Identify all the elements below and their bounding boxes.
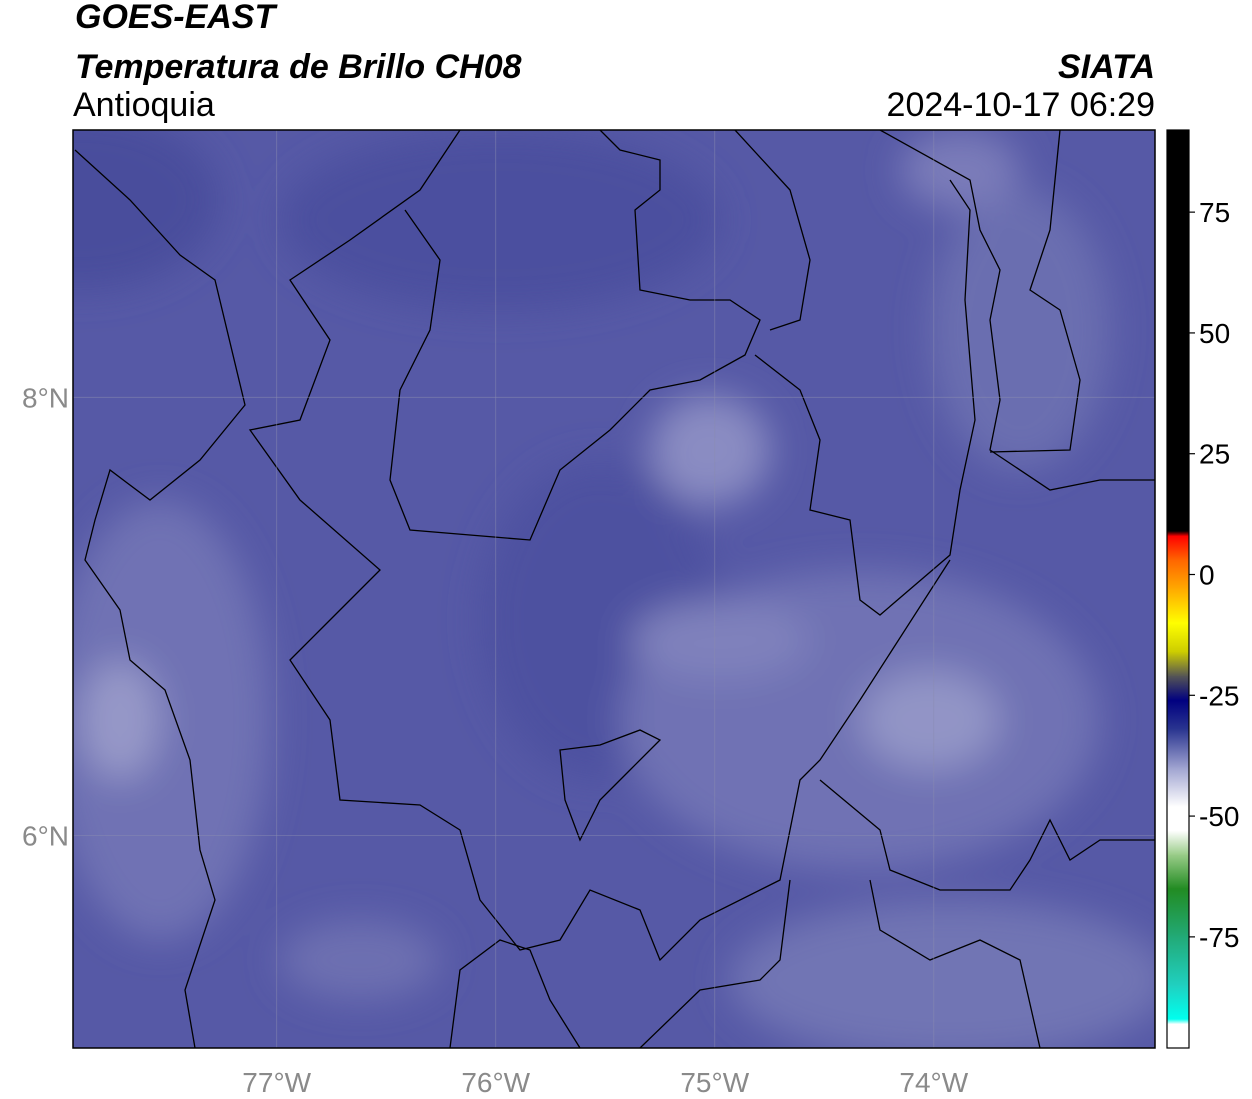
colorbar-segment	[1167, 1019, 1189, 1025]
colorbar-tick-label: 75	[1199, 197, 1230, 228]
lon-tick-label: 77°W	[242, 1067, 311, 1098]
colorbar-segment	[1167, 854, 1189, 890]
colorbar-tick-label: -25	[1199, 680, 1239, 711]
colorbar-segment	[1167, 729, 1189, 769]
brightness-field	[73, 130, 1155, 1048]
colorbar-tick-label: 0	[1199, 560, 1215, 591]
colorbar-segment	[1167, 622, 1189, 653]
lon-tick-label: 76°W	[461, 1067, 530, 1098]
colorbar-segment	[1167, 535, 1189, 561]
colorbar	[1167, 130, 1189, 1049]
colorbar-segment	[1167, 830, 1189, 856]
map-frame	[72, 129, 1156, 1049]
colorbar-segment	[1167, 767, 1189, 807]
datetime: 2024-10-17 06:29	[887, 86, 1155, 124]
colorbar-segment	[1167, 888, 1189, 938]
colorbar-segment	[1167, 1023, 1189, 1049]
subtitle: Temperatura de Brillo CH08	[75, 48, 522, 86]
colorbar-tick-label: -50	[1199, 801, 1239, 832]
colorbar-segment	[1167, 651, 1189, 677]
map	[73, 130, 1155, 1048]
colorbar-segment	[1167, 985, 1189, 1020]
colorbar-segment	[1167, 700, 1189, 730]
borders	[74, 130, 1155, 1048]
colorbar-segment	[1167, 675, 1189, 701]
colorbar-segment	[1167, 589, 1189, 624]
colorbar-tick-label: 50	[1199, 318, 1230, 349]
colorbar-frame	[1166, 129, 1190, 1049]
colorbar-segment	[1167, 531, 1189, 537]
colorbar-segment	[1167, 130, 1189, 532]
region: Antioquia	[73, 86, 215, 124]
colorbar-segment	[1167, 936, 1189, 986]
title: GOES-EAST	[75, 0, 278, 36]
colorbar-segment	[1167, 560, 1189, 590]
lat-tick-label: 8°N	[22, 382, 69, 413]
lon-tick-label: 74°W	[899, 1067, 968, 1098]
colorbar-tick-label: 25	[1199, 439, 1230, 470]
source: SIATA	[1058, 48, 1155, 86]
colorbar-tick-label: -75	[1199, 922, 1239, 953]
graticule	[73, 130, 1155, 1048]
lat-tick-label: 6°N	[22, 820, 69, 851]
colorbar-segment	[1167, 806, 1189, 832]
lon-tick-label: 75°W	[680, 1067, 749, 1098]
